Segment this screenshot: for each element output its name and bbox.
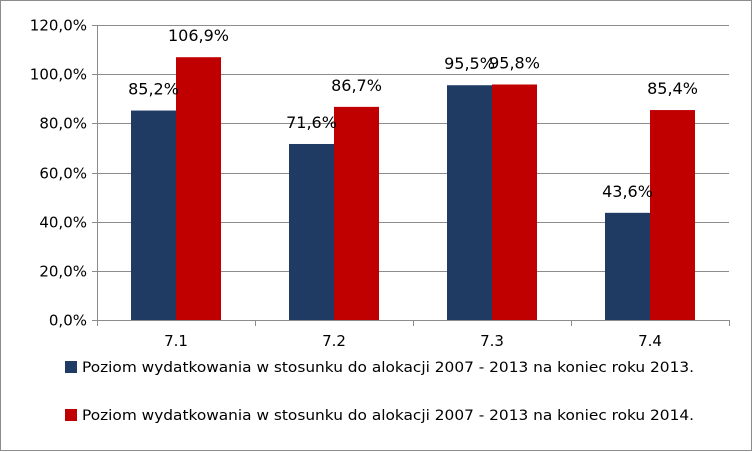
- bar-7.3-series-1: [447, 85, 492, 321]
- data-label-7.1-series-2: 106,9%: [168, 26, 229, 45]
- bar-7.2-series-1: [289, 143, 334, 320]
- y-tick-label: 60,0%: [39, 165, 87, 183]
- bar-7.1-series-2: [176, 57, 221, 321]
- y-tick-label: 0,0%: [49, 312, 87, 330]
- y-tick-label: 80,0%: [39, 115, 87, 133]
- y-tick-label: 40,0%: [39, 214, 87, 232]
- y-tick-label: 120,0%: [30, 17, 87, 35]
- data-labels: 85,2% 106,9% 71,6% 86,7% 95,5%95,8% 43,6% 85,4…: [128, 26, 698, 201]
- axes: 0,0% 20,0% 40,0% 60,0% 80,0% 100,0% 120,0% 7.1 7…: [30, 17, 730, 350]
- data-label-7.3-series-1: 95,5%: [444, 54, 495, 73]
- bars: [131, 57, 695, 321]
- data-label-7.1-series-1: 85,2%: [128, 80, 179, 99]
- legend-label-2013: Poziom wydatkowania w stosunku do alokac…: [82, 360, 694, 376]
- y-tick-label: 20,0%: [39, 263, 87, 281]
- legend: Poziom wydatkowania w stosunku do alokac…: [65, 360, 694, 424]
- bar-7.2-series-2: [334, 106, 379, 320]
- legend-swatch-2013: [65, 361, 77, 373]
- x-tick-label: 7.3: [480, 332, 504, 350]
- bar-7.4-series-2: [650, 110, 695, 320]
- data-label-7.4-series-2: 85,4%: [647, 79, 698, 98]
- bar-7.4-series-1: [605, 212, 650, 320]
- legend-swatch-2014: [65, 409, 77, 421]
- x-tick-label: 7.4: [638, 332, 662, 350]
- x-tick-label: 7.2: [322, 332, 346, 350]
- data-label-7.3-series-2: 95,8%: [489, 53, 540, 72]
- x-tick-label: 7.1: [164, 332, 188, 350]
- bar-7.1-series-1: [131, 110, 176, 320]
- legend-label-2014: Poziom wydatkowania w stosunku do alokac…: [82, 408, 694, 424]
- data-label-7.2-series-1: 71,6%: [286, 113, 337, 132]
- y-tick-label: 100,0%: [30, 66, 87, 84]
- bar-7.3-series-2: [492, 84, 537, 320]
- data-label-7.2-series-2: 86,7%: [331, 76, 382, 95]
- data-label-7.4-series-1: 43,6%: [602, 182, 653, 201]
